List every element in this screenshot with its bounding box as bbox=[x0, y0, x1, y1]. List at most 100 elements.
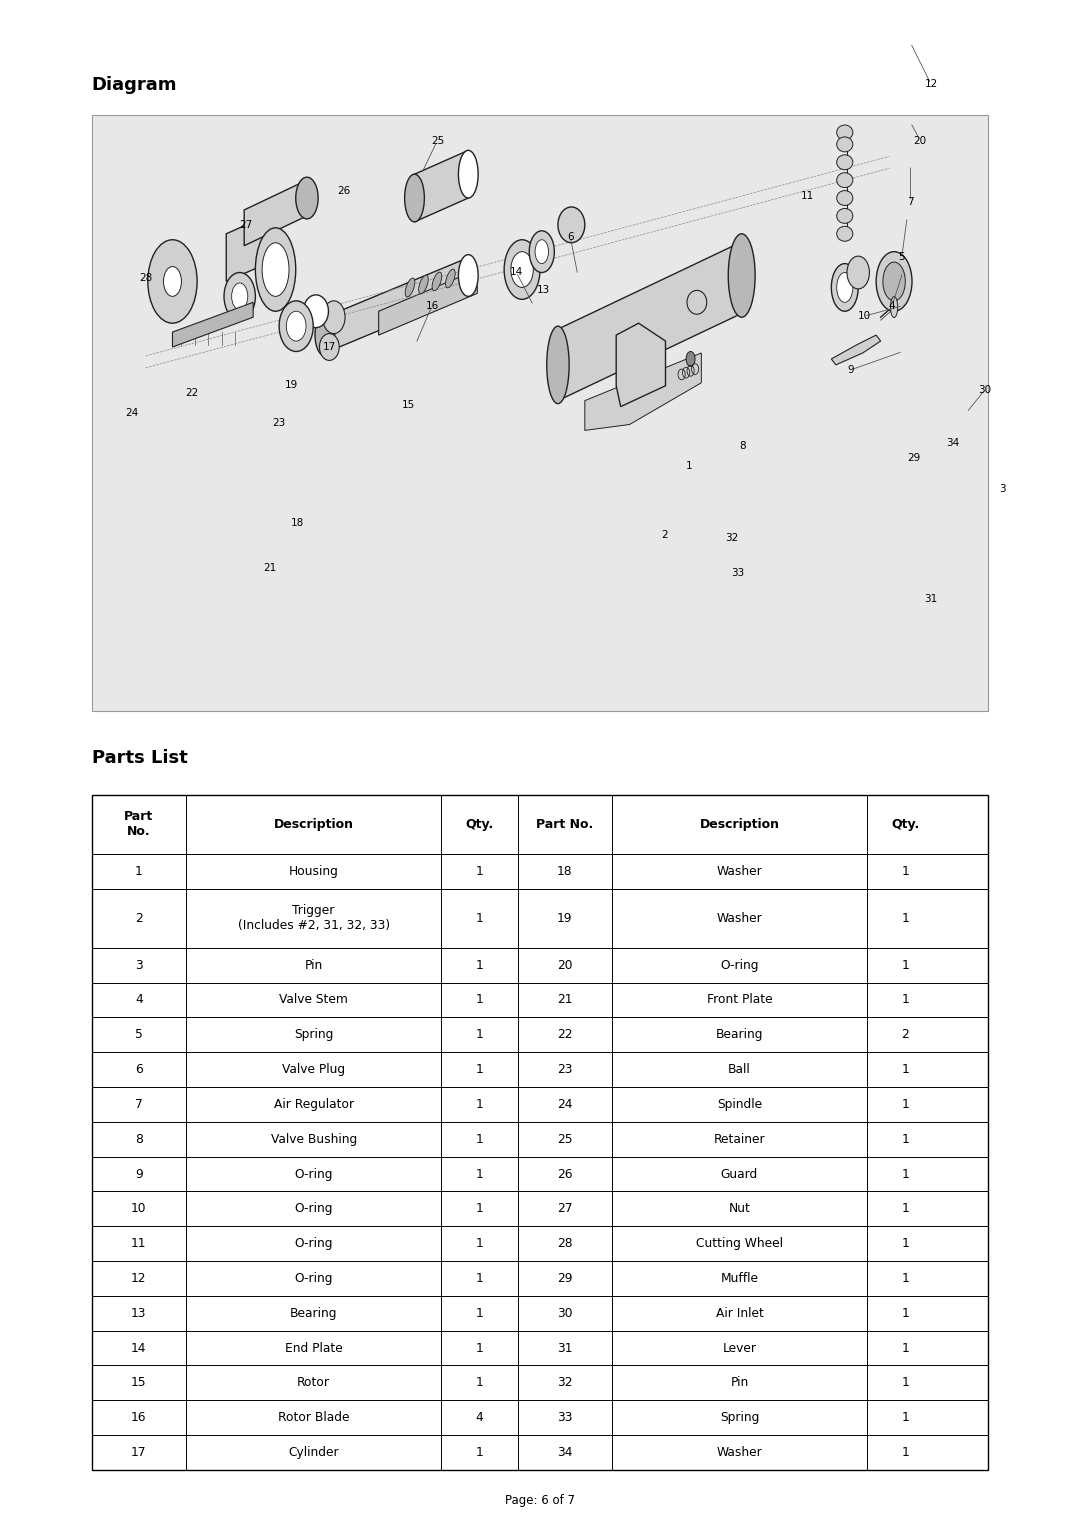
Text: 4: 4 bbox=[135, 993, 143, 1007]
Text: 2: 2 bbox=[902, 1028, 909, 1041]
Ellipse shape bbox=[558, 206, 585, 243]
Text: 4: 4 bbox=[475, 1412, 484, 1424]
Text: 1: 1 bbox=[902, 1167, 909, 1181]
Polygon shape bbox=[227, 209, 280, 281]
Ellipse shape bbox=[405, 278, 415, 296]
Text: 1: 1 bbox=[902, 1238, 909, 1250]
Ellipse shape bbox=[837, 191, 853, 205]
Ellipse shape bbox=[432, 272, 442, 290]
Text: 9: 9 bbox=[135, 1167, 143, 1181]
Text: 34: 34 bbox=[946, 439, 959, 448]
Text: Ball: Ball bbox=[728, 1063, 751, 1076]
Ellipse shape bbox=[687, 290, 706, 315]
Text: 7: 7 bbox=[135, 1099, 143, 1111]
Text: Spindle: Spindle bbox=[717, 1099, 762, 1111]
Ellipse shape bbox=[405, 174, 424, 222]
Text: 1: 1 bbox=[475, 1167, 484, 1181]
Polygon shape bbox=[244, 180, 307, 246]
Text: 23: 23 bbox=[272, 419, 285, 428]
Text: 31: 31 bbox=[924, 594, 937, 604]
Text: 5: 5 bbox=[899, 252, 905, 261]
Ellipse shape bbox=[728, 234, 755, 318]
Ellipse shape bbox=[847, 257, 869, 289]
Text: Qty.: Qty. bbox=[891, 817, 919, 831]
Ellipse shape bbox=[320, 333, 339, 361]
Text: 1: 1 bbox=[902, 1306, 909, 1320]
Text: 1: 1 bbox=[475, 1306, 484, 1320]
Text: 4: 4 bbox=[889, 301, 895, 310]
Text: 13: 13 bbox=[131, 1306, 147, 1320]
Text: 33: 33 bbox=[731, 568, 744, 578]
Ellipse shape bbox=[882, 263, 905, 301]
Text: Bearing: Bearing bbox=[716, 1028, 764, 1041]
Ellipse shape bbox=[262, 243, 289, 296]
Ellipse shape bbox=[535, 240, 549, 263]
Text: Qty.: Qty. bbox=[465, 817, 494, 831]
Ellipse shape bbox=[837, 208, 853, 223]
Ellipse shape bbox=[315, 315, 335, 356]
Text: 1: 1 bbox=[475, 993, 484, 1007]
Text: Parts List: Parts List bbox=[92, 749, 188, 767]
Text: Washer: Washer bbox=[716, 865, 762, 877]
Ellipse shape bbox=[837, 138, 853, 151]
Text: O-ring: O-ring bbox=[720, 958, 758, 972]
Text: 6: 6 bbox=[135, 1063, 143, 1076]
Text: 11: 11 bbox=[801, 191, 814, 200]
Ellipse shape bbox=[458, 255, 478, 296]
Text: Cylinder: Cylinder bbox=[288, 1445, 339, 1459]
Text: 31: 31 bbox=[557, 1342, 572, 1355]
Polygon shape bbox=[379, 269, 477, 335]
Text: 10: 10 bbox=[131, 1203, 147, 1215]
Text: Air Regulator: Air Regulator bbox=[273, 1099, 354, 1111]
Ellipse shape bbox=[837, 154, 853, 170]
Text: 25: 25 bbox=[557, 1132, 572, 1146]
Text: 1: 1 bbox=[475, 1377, 484, 1389]
Text: 10: 10 bbox=[858, 312, 870, 321]
Text: 22: 22 bbox=[557, 1028, 572, 1041]
Polygon shape bbox=[617, 324, 665, 406]
Text: 1: 1 bbox=[902, 912, 909, 924]
Text: 3: 3 bbox=[999, 484, 1005, 494]
Text: 8: 8 bbox=[740, 442, 746, 451]
Text: 1: 1 bbox=[475, 1271, 484, 1285]
Ellipse shape bbox=[458, 150, 478, 199]
Text: Part
No.: Part No. bbox=[124, 810, 153, 839]
Text: Spring: Spring bbox=[719, 1412, 759, 1424]
Text: 20: 20 bbox=[914, 136, 927, 145]
Text: 18: 18 bbox=[557, 865, 572, 877]
Text: 24: 24 bbox=[125, 408, 138, 417]
Ellipse shape bbox=[279, 301, 313, 351]
Text: 21: 21 bbox=[264, 564, 276, 573]
Text: 2: 2 bbox=[135, 912, 143, 924]
Text: 1: 1 bbox=[902, 1377, 909, 1389]
Text: Lever: Lever bbox=[723, 1342, 756, 1355]
Ellipse shape bbox=[837, 226, 853, 241]
Text: 1: 1 bbox=[902, 1342, 909, 1355]
Text: Rotor: Rotor bbox=[297, 1377, 330, 1389]
Text: Valve Bushing: Valve Bushing bbox=[270, 1132, 356, 1146]
Text: Page: 6 of 7: Page: 6 of 7 bbox=[505, 1494, 575, 1507]
Text: Valve Plug: Valve Plug bbox=[282, 1063, 346, 1076]
Text: Part No.: Part No. bbox=[536, 817, 593, 831]
Text: 14: 14 bbox=[510, 267, 523, 277]
Text: Pin: Pin bbox=[730, 1377, 748, 1389]
Text: Valve Stem: Valve Stem bbox=[280, 993, 348, 1007]
Text: Description: Description bbox=[273, 817, 353, 831]
Text: End Plate: End Plate bbox=[285, 1342, 342, 1355]
Text: 13: 13 bbox=[537, 286, 550, 295]
Text: 1: 1 bbox=[475, 1238, 484, 1250]
Ellipse shape bbox=[323, 301, 345, 333]
Text: 1: 1 bbox=[475, 1099, 484, 1111]
Text: 18: 18 bbox=[291, 518, 303, 527]
Text: 15: 15 bbox=[131, 1377, 147, 1389]
Bar bbox=[92, 795, 988, 1470]
Text: 1: 1 bbox=[902, 865, 909, 877]
Text: 32: 32 bbox=[557, 1377, 572, 1389]
Ellipse shape bbox=[837, 173, 853, 188]
Text: 17: 17 bbox=[323, 342, 336, 351]
Text: 1: 1 bbox=[902, 1063, 909, 1076]
Text: 7: 7 bbox=[907, 197, 914, 206]
Text: 25: 25 bbox=[431, 136, 444, 145]
Text: 1: 1 bbox=[475, 1445, 484, 1459]
Text: 1: 1 bbox=[475, 1342, 484, 1355]
